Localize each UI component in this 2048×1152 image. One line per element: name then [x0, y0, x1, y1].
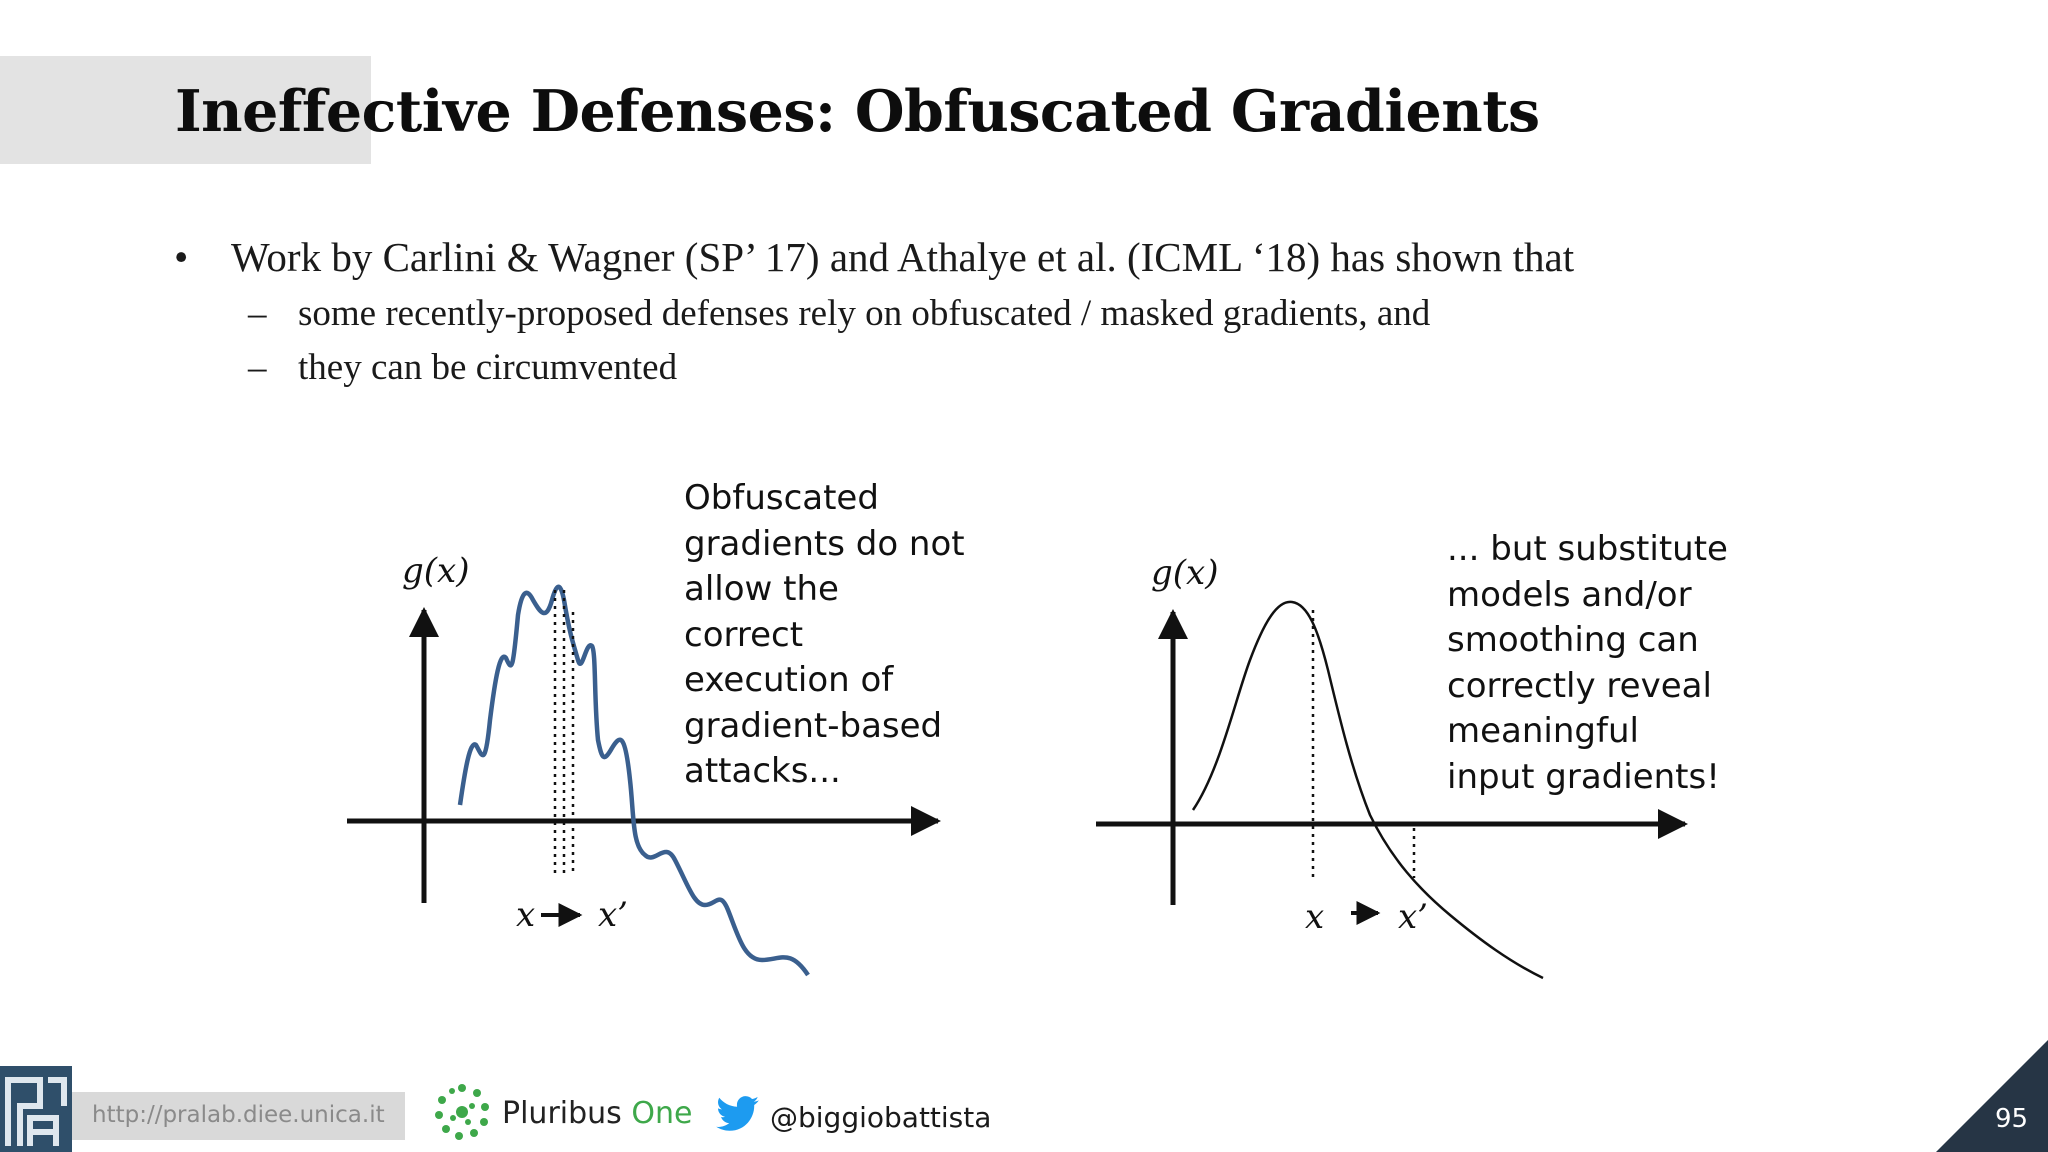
caption-line: correct	[684, 614, 804, 655]
right-diagram: g(x) x x’	[1096, 553, 1688, 980]
caption-line: ... but substitute	[1447, 529, 1728, 569]
sub-bullet-text: some recently-proposed defenses rely on …	[298, 293, 1431, 334]
caption-line: execution of	[684, 660, 894, 700]
right-x-label: x	[1305, 897, 1324, 937]
page-number: 95	[1995, 1104, 2029, 1134]
left-caption: Obfuscated gradients do not allow the co…	[684, 476, 984, 795]
twitter-bird-icon	[716, 1096, 759, 1131]
sub-bullet-dash: –	[248, 293, 267, 334]
caption-line: meaningful	[1447, 711, 1639, 751]
right-caption: ... but substitute models and/or smoothi…	[1447, 527, 1767, 800]
pluribus-logo-icon	[435, 1084, 489, 1140]
sub-bullet-text: they can be circumvented	[298, 347, 678, 388]
left-y-label: g(x)	[402, 551, 469, 591]
slide-title: Ineffective Defenses: Obfuscated Gradien…	[175, 78, 1540, 145]
right-smooth-curve	[1191, 600, 1544, 980]
caption-line: Obfuscated	[684, 478, 879, 518]
page-corner-triangle	[1936, 1040, 2048, 1152]
pluribus-one-brand: Pluribus One	[502, 1096, 692, 1131]
url-box	[72, 1092, 405, 1140]
right-y-label: g(x)	[1151, 553, 1218, 593]
twitter-handle[interactable]: @biggiobattista	[770, 1101, 992, 1134]
brand-accent: One	[631, 1096, 693, 1131]
right-x-prime-label: x’	[1398, 897, 1428, 937]
bullet-main-text: Work by Carlini & Wagner (SP’ 17) and At…	[231, 234, 1575, 280]
left-diagram: g(x) x x’	[347, 551, 941, 977]
caption-line: smoothing can	[1447, 620, 1699, 660]
caption-line: input gradients!	[1447, 756, 1720, 797]
caption-line: allow the	[684, 569, 839, 609]
left-x-label: x	[516, 895, 535, 935]
caption-line: gradient-based	[684, 705, 943, 746]
caption-line: models and/or	[1447, 574, 1692, 615]
left-x-prime-label: x’	[598, 895, 628, 935]
bullet-dot: •	[174, 234, 189, 280]
left-noisy-curve	[457, 584, 810, 977]
pralab-logo	[0, 1066, 72, 1152]
caption-line: gradients do not	[684, 523, 965, 564]
caption-line: correctly reveal	[1447, 665, 1712, 706]
lab-url[interactable]: http://pralab.diee.unica.it	[92, 1102, 385, 1128]
caption-line: attacks...	[684, 751, 841, 791]
brand-main: Pluribus	[502, 1096, 632, 1131]
title-background-tab	[0, 56, 371, 164]
sub-bullet-dash: –	[248, 347, 267, 388]
